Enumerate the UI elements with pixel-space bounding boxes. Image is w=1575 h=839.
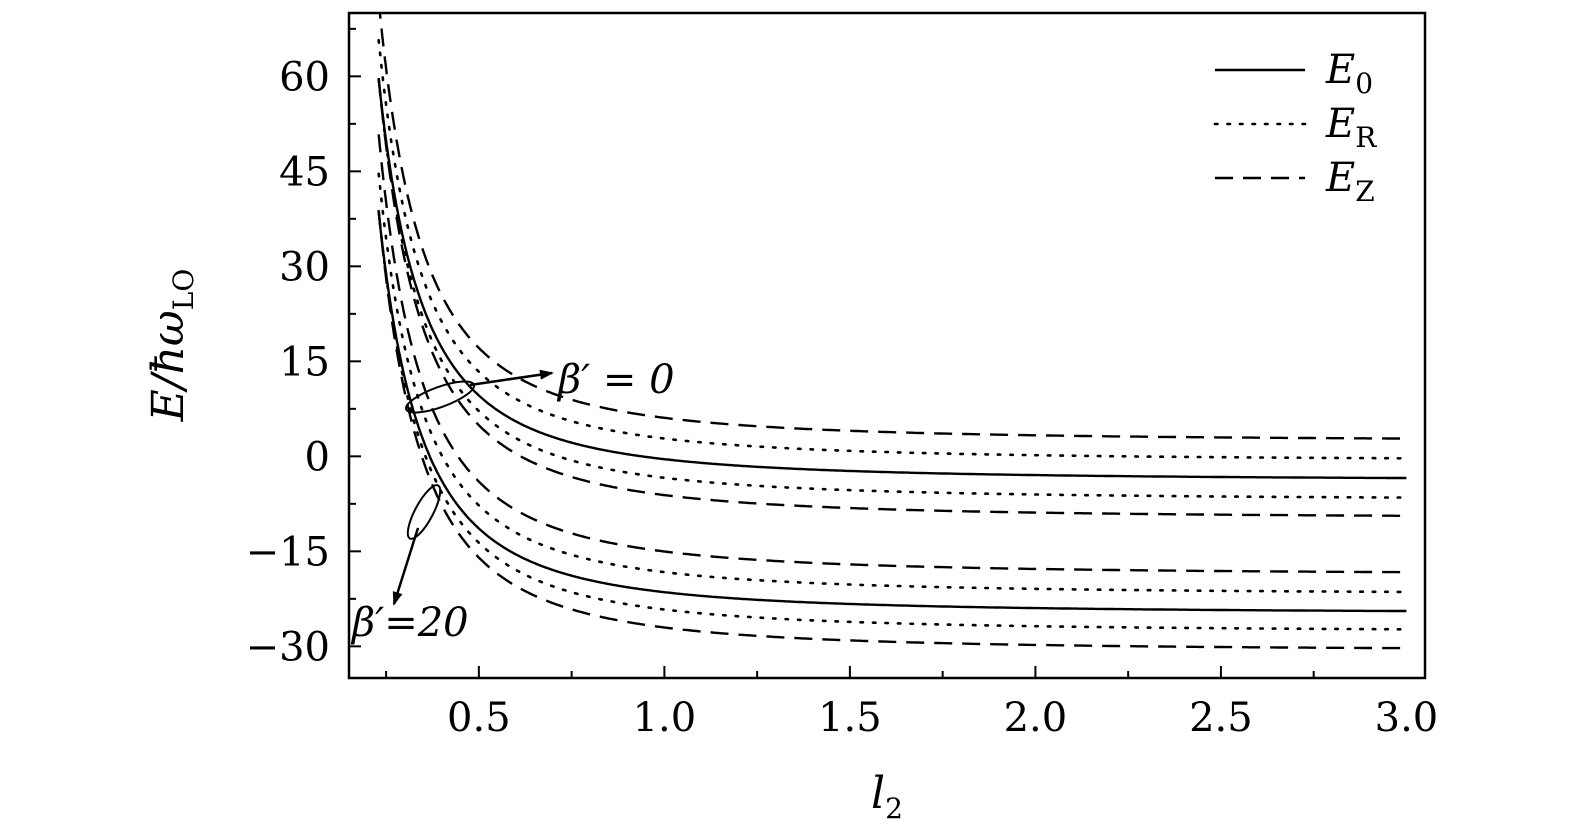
x-axis-ticks (385, 666, 1315, 678)
series-line-solid-8 (377, 212, 1407, 613)
y-tick-label: 15 (279, 339, 330, 385)
annotation-label-beta20: β′=20 (350, 600, 469, 646)
annotation-layer: β′ = 0 β′=20 (350, 357, 675, 646)
x-tick-label: 0.5 (447, 695, 511, 741)
x-axis-tick-labels: 0.5 1.0 1.5 2.0 2.5 3.0 (447, 695, 1438, 741)
series-line-dashed-5 (377, 78, 1407, 517)
annotation-label-beta0: β′ = 0 (556, 357, 675, 403)
annotation-arrow-beta0 (469, 369, 554, 387)
x-tick-label: 2.5 (1189, 695, 1253, 741)
y-axis-ticks (349, 27, 361, 648)
y-tick-label: 30 (279, 244, 330, 290)
x-axis-label: l2 (871, 768, 903, 825)
series-line-dotted-4 (377, 78, 1408, 499)
y-tick-label: −15 (246, 529, 330, 575)
y-axis-label: E/ħωLO (143, 269, 200, 423)
series-line-dotted-7 (377, 172, 1408, 594)
series-line-solid-3 (377, 79, 1407, 480)
x-tick-label: 1.0 (633, 695, 697, 741)
y-tick-label: 0 (305, 434, 330, 480)
y-tick-label: 45 (279, 149, 330, 195)
series-line-dashed-10 (377, 210, 1407, 650)
annotation-ellipse-beta20 (406, 484, 442, 540)
plot-frame (347, 11, 1427, 680)
series-line-dotted-2 (377, 38, 1408, 460)
series-line-dashed-1 (378, 13, 1407, 440)
annotation-arrow-beta20 (392, 527, 420, 606)
x-tick-label: 2.0 (1004, 695, 1068, 741)
x-tick-label: 1.5 (818, 695, 882, 741)
legend-label-0: E0 (1325, 47, 1373, 100)
y-axis-tick-labels: −30 −15 0 15 30 45 60 (246, 54, 330, 670)
curve-layer (377, 13, 1408, 650)
y-tick-label: 60 (279, 54, 330, 100)
y-tick-label: −30 (246, 624, 330, 670)
series-line-dashed-6 (377, 134, 1407, 574)
legend-label-Z: EZ (1325, 155, 1375, 208)
x-tick-label: 3.0 (1375, 695, 1439, 741)
legend-label-R: ER (1325, 101, 1377, 154)
